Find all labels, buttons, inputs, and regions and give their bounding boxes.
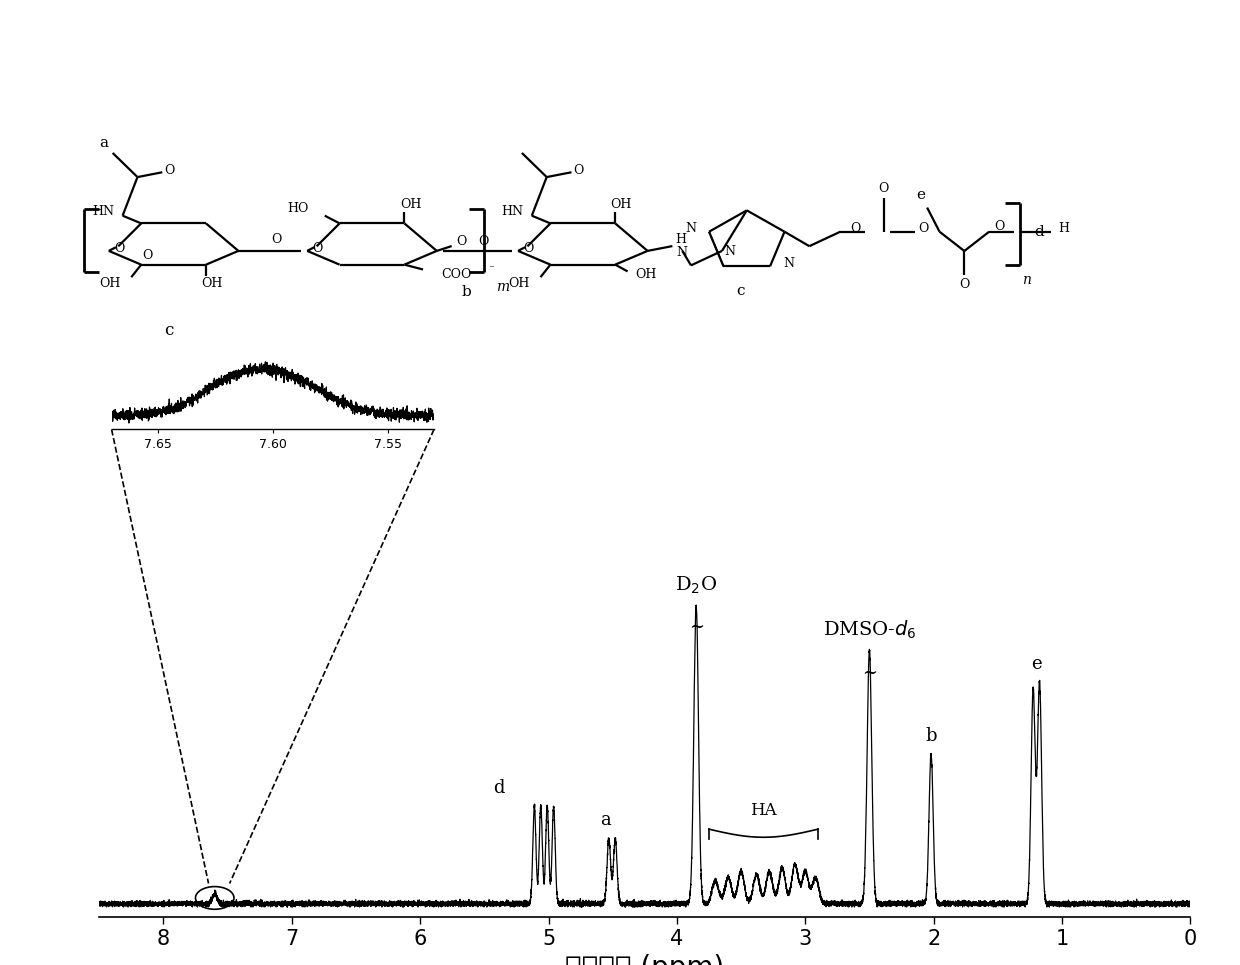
Text: O: O [574,164,584,177]
Text: HN: HN [501,206,523,218]
Text: e: e [916,188,925,202]
Text: m: m [496,280,510,294]
Text: b: b [925,727,937,745]
Text: OH: OH [202,278,223,290]
Text: N: N [677,246,688,260]
Text: O: O [960,278,970,291]
Text: ⁻: ⁻ [489,264,494,274]
Text: OH: OH [636,268,657,281]
Text: N: N [724,245,735,259]
Text: O: O [851,222,861,235]
Text: OH: OH [508,278,529,290]
Text: HN: HN [92,206,114,218]
X-axis label: 化学位移 (ppm): 化学位移 (ppm) [565,954,724,965]
Text: COO: COO [441,268,472,281]
Text: HA: HA [750,803,777,819]
Text: O: O [272,233,281,246]
Text: N: N [784,257,794,270]
Text: D$_2$O: D$_2$O [675,574,717,595]
Text: a: a [600,812,611,829]
Text: e: e [1030,655,1042,674]
Text: ~: ~ [862,664,877,681]
Text: O: O [165,164,175,177]
Text: N: N [684,222,696,235]
Text: O: O [523,241,533,255]
Text: OH: OH [401,198,422,210]
Text: O: O [919,222,929,235]
Text: c: c [165,321,174,339]
Text: b: b [461,285,471,299]
Text: c: c [737,285,745,298]
Text: HO: HO [288,203,309,215]
Text: O: O [143,249,153,262]
Text: d: d [1034,225,1044,238]
Text: DMSO-$d_6$: DMSO-$d_6$ [822,619,916,641]
Text: OH: OH [99,278,120,290]
Text: d: d [494,779,505,797]
Text: n: n [1022,273,1030,287]
Text: OH: OH [611,198,632,210]
Text: H: H [1058,222,1069,235]
Text: ~: ~ [688,619,703,636]
Text: O: O [456,234,466,248]
Text: H: H [676,233,687,246]
Text: a: a [99,136,109,151]
Text: O: O [114,241,124,255]
Text: O: O [994,220,1004,234]
Text: O: O [879,181,889,195]
Text: O: O [312,241,322,255]
Text: O: O [479,234,489,248]
